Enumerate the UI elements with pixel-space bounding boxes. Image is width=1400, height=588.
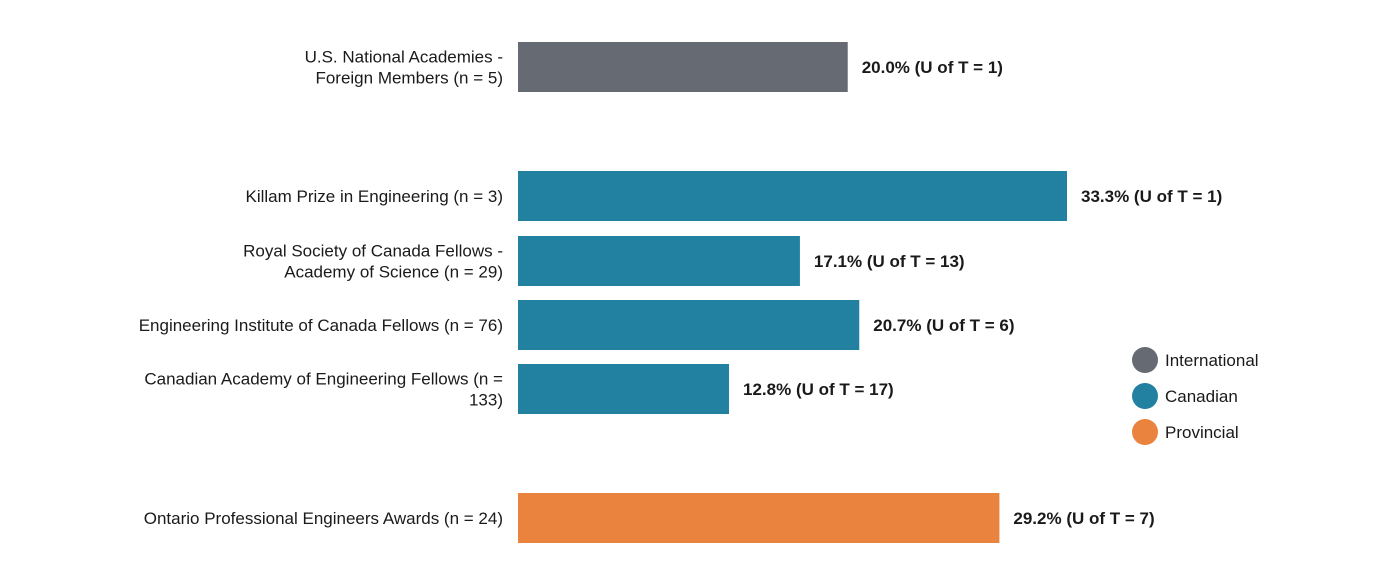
category-label-line: 133) (469, 391, 503, 410)
value-label: 33.3% (U of T = 1) (1081, 187, 1222, 206)
category-label: Ontario Professional Engineers Awards (n… (144, 509, 503, 528)
legend-swatch-international (1132, 347, 1158, 373)
category-label-line: Canadian Academy of Engineering Fellows … (144, 370, 503, 389)
value-label: 20.0% (U of T = 1) (862, 58, 1003, 77)
legend: International Canadian Provincial (1132, 347, 1259, 445)
category-label-line: Royal Society of Canada Fellows - (243, 242, 503, 261)
value-label: 17.1% (U of T = 13) (814, 252, 965, 271)
bar-killam-prize-in-engineering-n-3 (518, 171, 1067, 221)
value-label: 29.2% (U of T = 7) (1013, 509, 1154, 528)
bar-canadian-academy-of-engineering-fellows- (518, 364, 730, 414)
category-label-line: Academy of Science (n = 29) (284, 263, 503, 282)
category-label: Royal Society of Canada Fellows - Academy… (243, 242, 503, 282)
category-label: Canadian Academy of Engineering Fellows … (144, 370, 503, 410)
bar-ontario-professional-engineers-awards-n- (518, 493, 1000, 543)
legend-label-provincial: Provincial (1165, 423, 1239, 442)
category-label-line: Ontario Professional Engineers Awards (n… (144, 509, 503, 528)
legend-label-international: International (1165, 351, 1259, 370)
bar-royal-society-of-canada-fellows-academy- (518, 236, 800, 286)
value-label: 20.7% (U of T = 6) (873, 316, 1014, 335)
bar-u-s-national-academies-foreign-members-n (518, 42, 848, 92)
legend-swatch-canadian (1132, 383, 1158, 409)
category-label: Engineering Institute of Canada Fellows … (139, 316, 503, 335)
value-label: 12.8% (U of T = 17) (743, 380, 894, 399)
category-label-line: U.S. National Academies - (305, 48, 503, 67)
category-label-line: Engineering Institute of Canada Fellows … (139, 316, 503, 335)
category-label-line: Foreign Members (n = 5) (315, 69, 503, 88)
legend-label-canadian: Canadian (1165, 387, 1238, 406)
category-label-line: Killam Prize in Engineering (n = 3) (246, 187, 503, 206)
category-label: Killam Prize in Engineering (n = 3) (246, 187, 503, 206)
bar-engineering-institute-of-canada-fellows- (518, 300, 860, 350)
category-label: U.S. National Academies - Foreign Members… (305, 48, 503, 88)
legend-swatch-provincial (1132, 419, 1158, 445)
bars-layer: U.S. National Academies - Foreign Members… (139, 42, 1222, 543)
